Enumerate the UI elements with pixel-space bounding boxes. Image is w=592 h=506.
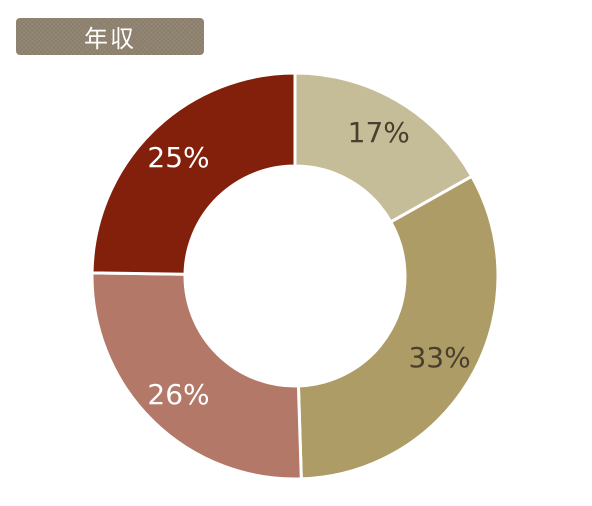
- chart-title-badge: 年収: [16, 18, 204, 55]
- slice-data-label: 17%: [348, 116, 410, 149]
- donut-slice: [296, 174, 500, 481]
- slice-data-label: 33%: [408, 341, 470, 374]
- donut-slice: [293, 71, 474, 225]
- donut-labels: 17% 33% 26% 25%: [147, 116, 470, 411]
- chart-title: 年収: [84, 25, 136, 53]
- donut-slice: [90, 71, 297, 276]
- slice-data-label: 25%: [147, 141, 209, 174]
- donut-slice: [90, 271, 303, 481]
- slice-data-label: 26%: [147, 378, 209, 411]
- donut-slices: [90, 71, 500, 481]
